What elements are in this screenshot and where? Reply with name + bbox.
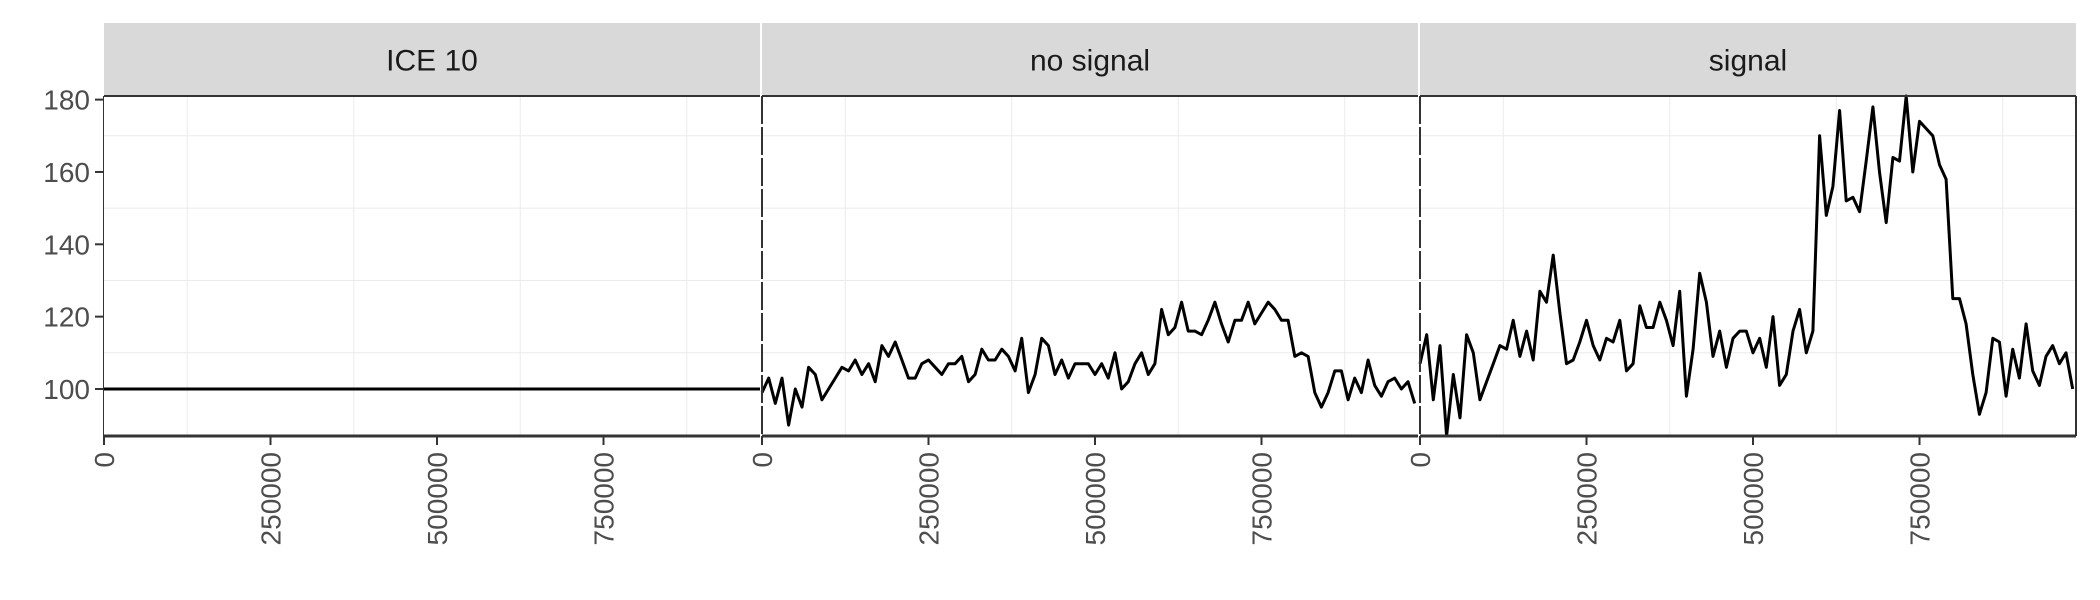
x-tick-label: 250000	[1571, 452, 1602, 545]
series-line	[1418, 94, 2075, 438]
x-tick-label: 0	[747, 452, 778, 468]
facet-strip	[104, 23, 760, 96]
x-tick-label: 250000	[255, 452, 286, 545]
x-axis: 0 250000 500000 750000	[89, 436, 619, 545]
x-tick-label: 250000	[913, 452, 944, 545]
facet-strip-label: no signal	[1030, 45, 1150, 78]
facet-panel: ICE 10 0 250000 500000 750000	[89, 23, 760, 545]
x-axis: 0 250000 500000 750000	[1405, 436, 1935, 545]
panel-background	[104, 96, 760, 436]
x-tick-label: 750000	[1904, 452, 1935, 545]
y-tick-label: 180	[43, 85, 90, 116]
x-axis: 0 250000 500000 750000	[747, 436, 1277, 545]
y-axis: 100 120 140 160 180	[43, 85, 105, 436]
panel-background	[1420, 96, 2076, 436]
facet-strip-label: signal	[1709, 45, 1787, 78]
facet-strip	[1420, 23, 2076, 96]
gridlines	[104, 96, 760, 436]
y-tick-label: 100	[43, 374, 90, 405]
x-tick-label: 500000	[422, 452, 453, 545]
facet-panel: no signal 0 250000 500000 750000	[747, 23, 1418, 545]
series-line	[760, 300, 1417, 427]
panel-background	[762, 96, 1418, 436]
facet-strip-label: ICE 10	[386, 45, 478, 78]
facet-strip	[762, 23, 1418, 96]
x-tick-label: 750000	[588, 452, 619, 545]
x-tick-label: 0	[89, 452, 120, 468]
facet-panel: signal 0 250000 500000 750000	[1405, 23, 2077, 545]
gridlines	[762, 96, 1418, 436]
x-tick-label: 750000	[1246, 452, 1277, 545]
x-tick-label: 500000	[1080, 452, 1111, 545]
y-tick-label: 120	[43, 302, 90, 333]
x-tick-label: 500000	[1738, 452, 1769, 545]
x-tick-label: 0	[1405, 452, 1436, 468]
gridlines	[1420, 96, 2076, 436]
y-tick-label: 160	[43, 157, 90, 188]
y-tick-label: 140	[43, 229, 90, 260]
